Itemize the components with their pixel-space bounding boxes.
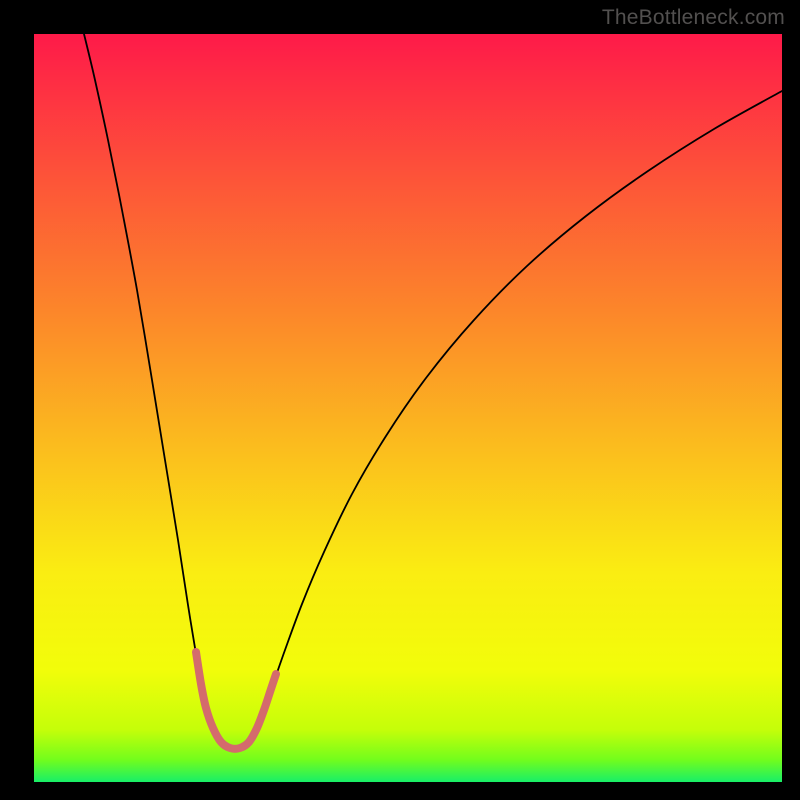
valley-highlight-curve xyxy=(196,652,276,749)
chart-svg xyxy=(0,0,800,800)
bottleneck-curve xyxy=(84,34,782,749)
